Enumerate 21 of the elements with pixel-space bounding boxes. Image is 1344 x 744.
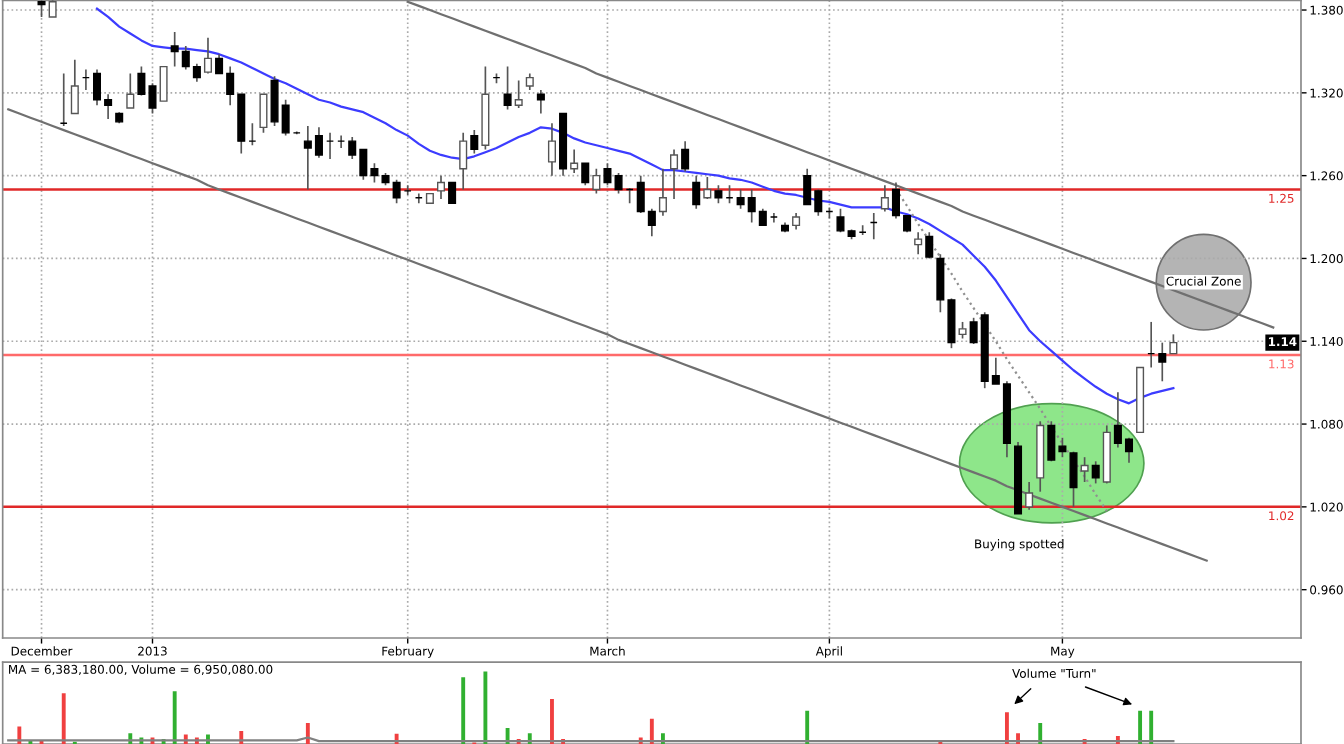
line-series xyxy=(894,188,1108,513)
candlestick xyxy=(703,176,712,200)
candlestick xyxy=(670,148,679,200)
candlestick xyxy=(259,93,268,134)
candlestick xyxy=(126,72,135,109)
candlestick xyxy=(592,167,601,195)
candlestick xyxy=(547,122,556,177)
candlestick xyxy=(159,65,168,102)
candlestick xyxy=(203,36,212,75)
candlestick xyxy=(880,184,889,213)
candlestick xyxy=(914,231,923,256)
line-series xyxy=(7,108,1208,562)
candlestick xyxy=(459,132,468,191)
candlestick xyxy=(514,79,523,109)
candlestick xyxy=(658,167,667,217)
candlestick xyxy=(448,181,457,204)
candlestick xyxy=(1169,333,1178,355)
candlestick xyxy=(70,58,79,115)
candlestick xyxy=(1025,481,1034,511)
candlestick xyxy=(436,174,446,200)
candlestick xyxy=(1080,456,1089,483)
